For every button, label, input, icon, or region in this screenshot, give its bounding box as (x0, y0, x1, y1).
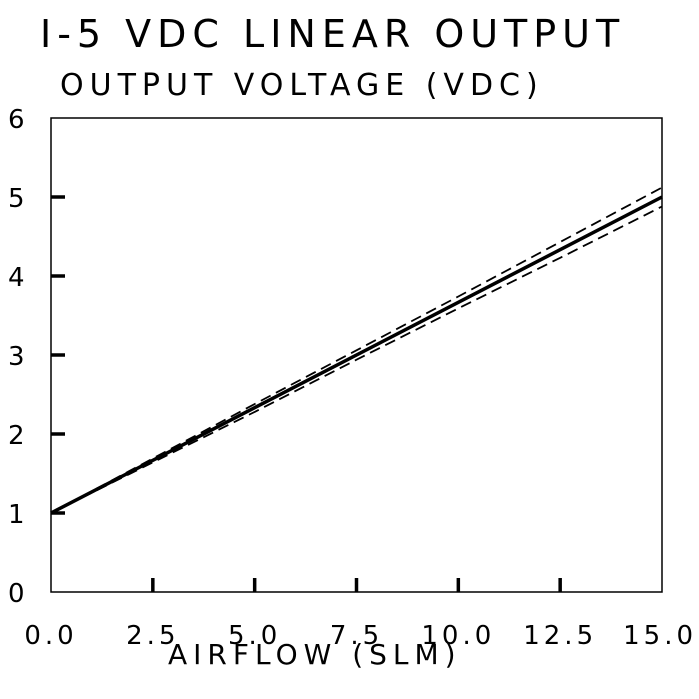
x-axis-label: AIRFLOW (SLM) (168, 638, 462, 671)
y-tick-label: 0 (8, 579, 25, 609)
x-tick-label: 10.0 (421, 621, 495, 651)
x-tick-label: 7.5 (330, 621, 383, 651)
x-tick-label: 0.0 (24, 621, 77, 651)
x-tick-label: 15.0 (623, 621, 697, 651)
x-tick-label: 5.0 (228, 621, 281, 651)
y-tick-label: 5 (8, 184, 25, 214)
series-nominal-line (50, 195, 663, 515)
x-tick-label: 2.5 (126, 621, 179, 651)
y-axis-label: OUTPUT VOLTAGE (VDC) (60, 68, 544, 103)
y-tick-label: 2 (8, 421, 25, 451)
y-tick-label: 4 (8, 263, 25, 293)
series-tolerance-line (50, 186, 663, 514)
y-tick-label: 1 (8, 500, 25, 530)
y-tick-label: 3 (8, 342, 25, 372)
series-tolerance-line (50, 205, 663, 514)
y-tick-label: 6 (8, 105, 25, 135)
x-tick-label: 12.5 (523, 621, 597, 651)
chart-title: I-5 VDC LINEAR OUTPUT (40, 12, 626, 56)
